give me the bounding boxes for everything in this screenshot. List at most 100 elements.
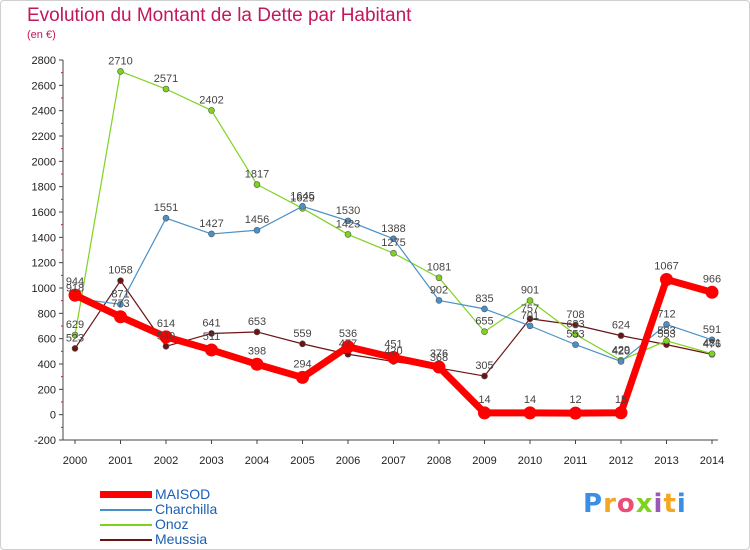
data-label-maisod: 294	[293, 358, 311, 370]
data-label-maisod: 966	[703, 273, 721, 285]
x-tick-label: 2013	[654, 455, 678, 467]
data-point-charchilla	[253, 226, 261, 234]
data-point-onoz	[162, 85, 170, 93]
data-point-meussia	[299, 340, 306, 348]
data-point-meussia	[526, 315, 534, 323]
data-label-maisod: 614	[157, 318, 175, 330]
y-tick-label: 2400	[32, 106, 56, 118]
data-point-onoz	[435, 274, 443, 282]
data-point-meussia	[71, 345, 79, 352]
data-label-maisod: 511	[203, 331, 221, 343]
data-point-charchilla	[344, 217, 352, 225]
data-label-meussia: 553	[657, 329, 675, 341]
data-label-onoz: 655	[475, 316, 493, 328]
data-label-maisod: 944	[66, 276, 84, 288]
logo-letter: P	[583, 489, 604, 519]
data-point-maisod	[614, 406, 628, 420]
x-tick-label: 2011	[564, 455, 588, 467]
y-tick-label: 1400	[32, 232, 56, 244]
data-point-meussia	[481, 372, 488, 380]
data-point-onoz	[526, 297, 534, 304]
data-label-onoz: 1423	[336, 218, 360, 230]
x-tick-label: 2006	[336, 455, 360, 467]
data-label-onoz: 1081	[427, 262, 451, 274]
axes: -200 0 200 400 600 800 1000 1200 1400 1600 1800 200…	[32, 55, 725, 467]
data-label-onoz: 583	[657, 325, 675, 337]
data-point-onoz	[208, 107, 215, 114]
data-point-charchilla	[435, 297, 443, 304]
y-tick-label: 2200	[32, 131, 56, 143]
data-point-maisod	[523, 406, 537, 420]
data-label-meussia: 477	[339, 338, 357, 350]
data-point-charchilla	[526, 322, 534, 330]
data-point-maisod	[68, 288, 82, 302]
data-label-maisod: 398	[248, 345, 266, 357]
data-label-charchilla: 918	[66, 282, 84, 294]
data-label-charchilla: 591	[703, 324, 721, 336]
x-tick-label: 2009	[472, 455, 496, 467]
data-label-charchilla: 1427	[199, 218, 223, 230]
data-point-charchilla	[481, 305, 488, 313]
data-point-onoz	[481, 328, 488, 336]
data-point-maisod	[387, 351, 400, 365]
data-point-onoz	[117, 68, 124, 75]
data-point-onoz	[663, 337, 670, 345]
data-point-onoz	[71, 331, 79, 339]
legend-label-onoz: Onoz	[155, 516, 189, 532]
data-label-charchilla: 835	[475, 293, 493, 305]
y-tick-label: 1800	[32, 182, 56, 194]
data-point-onoz	[253, 181, 261, 188]
data-label-onoz: 1817	[245, 169, 269, 181]
data-label-maisod: 536	[339, 328, 357, 340]
logo-letter: i	[653, 489, 664, 519]
logo-letter: i	[676, 489, 687, 519]
x-tick-label: 2002	[154, 455, 178, 467]
y-tick-label: 1200	[32, 258, 56, 270]
data-label-meussia: 757	[521, 303, 539, 315]
proxiti-logo: Proxiti	[583, 489, 687, 519]
logo-letter: x	[635, 489, 654, 519]
data-point-charchilla	[663, 321, 670, 328]
data-point-maisod	[114, 310, 127, 324]
data-point-maisod	[705, 285, 719, 299]
data-label-meussia: 653	[248, 316, 266, 328]
legend-label-maisod: MAISOD	[155, 486, 211, 502]
legend-swatch-charchilla	[100, 509, 152, 511]
x-tick-label: 2003	[199, 455, 223, 467]
data-label-charchilla: 701	[521, 310, 539, 322]
data-point-charchilla	[708, 336, 716, 344]
logo-letter: t	[663, 489, 677, 519]
data-label-meussia: 305	[475, 360, 493, 372]
data-point-maisod	[205, 343, 218, 357]
data-label-maisod: 773	[111, 298, 129, 310]
data-point-charchilla	[572, 341, 579, 348]
data-label-maisod: 376	[430, 348, 448, 360]
data-point-charchilla	[208, 230, 215, 238]
data-point-maisod	[432, 360, 446, 374]
x-tick-label: 2012	[609, 455, 633, 467]
y-tick-label: -200	[34, 435, 56, 447]
data-label-onoz: 1275	[381, 237, 405, 249]
x-tick-label: 2004	[245, 455, 269, 467]
y-tick-label: 2600	[32, 80, 56, 92]
x-tick-label: 2010	[518, 455, 542, 467]
data-label-meussia: 708	[566, 309, 584, 321]
data-label-meussia: 559	[293, 328, 311, 340]
y-tick-label: 2000	[32, 156, 56, 168]
data-label-onoz: 1629	[290, 192, 314, 204]
y-tick-label: 200	[38, 384, 56, 396]
data-point-charchilla	[617, 358, 625, 365]
x-tick-label: 2005	[290, 455, 314, 467]
legend-swatch-maisod	[100, 491, 152, 498]
data-label-charchilla: 1645	[290, 190, 314, 202]
data-point-meussia	[617, 332, 625, 339]
data-point-meussia	[208, 330, 215, 337]
data-point-meussia	[117, 277, 124, 284]
legend-label-meussia: Meussia	[155, 531, 208, 547]
data-label-onoz: 481	[703, 338, 721, 350]
data-point-onoz	[708, 350, 716, 358]
data-label-charchilla: 871	[111, 288, 129, 300]
data-label-charchilla: 420	[612, 345, 630, 357]
